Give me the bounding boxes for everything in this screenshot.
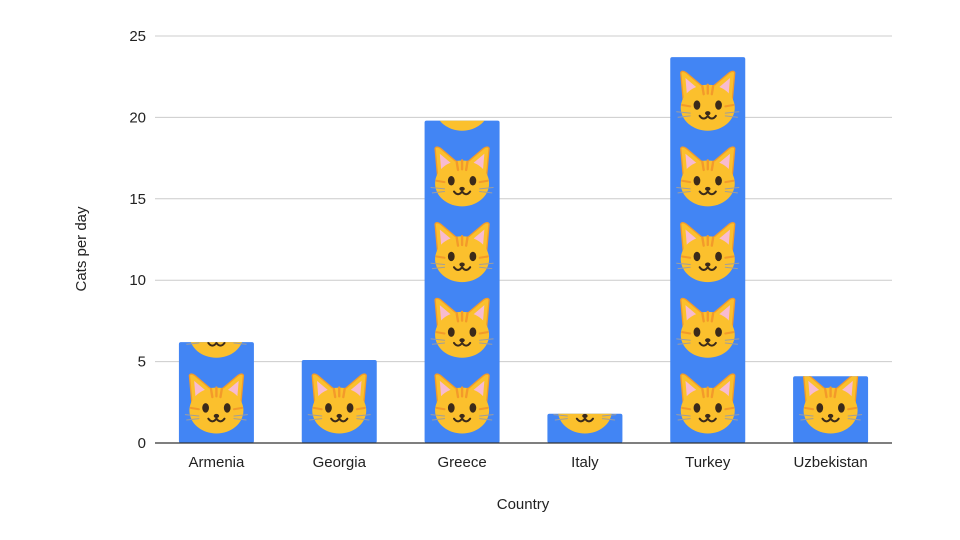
bar-group	[424, 120, 500, 443]
y-axis-title: Cats per day	[73, 206, 90, 292]
bars	[178, 0, 869, 443]
x-tick-label: Turkey	[685, 454, 731, 471]
bar-group	[301, 298, 377, 443]
cat-face-icon	[677, 0, 739, 55]
x-tick-label: Armenia	[188, 454, 245, 471]
y-tick-label: 15	[129, 191, 146, 208]
bar-group	[793, 376, 869, 443]
gridlines	[155, 35, 892, 363]
bar-group	[178, 342, 254, 443]
bar-group	[670, 0, 746, 443]
x-tick-label: Uzbekistan	[793, 454, 867, 471]
cat-face-icon	[308, 298, 370, 357]
y-tick-label: 10	[129, 272, 146, 289]
x-tick-label: Georgia	[313, 454, 367, 471]
x-tick-label: Greece	[437, 454, 486, 471]
x-axis-ticks: Armenia Georgia Greece Italy Turkey Uzbekista…	[188, 454, 867, 471]
y-tick-label: 0	[138, 435, 146, 452]
x-tick-label: Italy	[571, 454, 599, 471]
y-tick-label: 25	[129, 28, 146, 45]
y-tick-label: 20	[129, 109, 146, 126]
x-axis-title: Country	[497, 496, 550, 513]
y-tick-label: 5	[138, 354, 146, 371]
bar-group	[547, 413, 623, 443]
y-axis-ticks: 0 5 10 15 20 25	[129, 28, 146, 452]
